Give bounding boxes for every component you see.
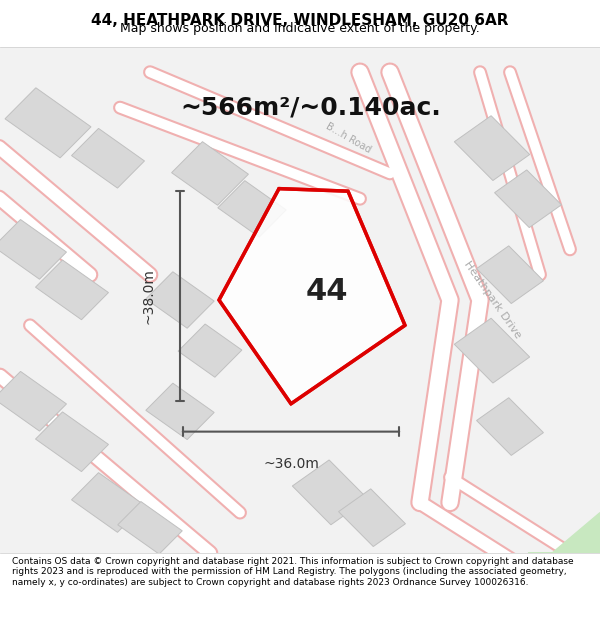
- Polygon shape: [338, 489, 406, 546]
- Text: B…h Road: B…h Road: [323, 121, 373, 155]
- Polygon shape: [178, 324, 242, 378]
- Polygon shape: [0, 371, 67, 431]
- Polygon shape: [172, 142, 248, 205]
- Text: Map shows position and indicative extent of the property.: Map shows position and indicative extent…: [120, 22, 480, 35]
- Polygon shape: [146, 272, 214, 328]
- Text: Heathpark Drive: Heathpark Drive: [461, 259, 523, 341]
- Polygon shape: [146, 383, 214, 439]
- Polygon shape: [118, 501, 182, 554]
- Polygon shape: [218, 181, 286, 237]
- Polygon shape: [494, 170, 562, 227]
- Polygon shape: [454, 116, 530, 181]
- Text: ~566m²/~0.140ac.: ~566m²/~0.140ac.: [180, 96, 441, 119]
- Text: ~36.0m: ~36.0m: [263, 457, 319, 471]
- Text: ~38.0m: ~38.0m: [142, 268, 156, 324]
- Polygon shape: [35, 412, 109, 472]
- Polygon shape: [5, 88, 91, 158]
- Text: 44: 44: [305, 278, 347, 306]
- Polygon shape: [476, 246, 544, 304]
- Polygon shape: [528, 512, 600, 553]
- Text: 44, HEATHPARK DRIVE, WINDLESHAM, GU20 6AR: 44, HEATHPARK DRIVE, WINDLESHAM, GU20 6A…: [91, 13, 509, 28]
- Text: Contains OS data © Crown copyright and database right 2021. This information is : Contains OS data © Crown copyright and d…: [12, 557, 574, 586]
- Polygon shape: [0, 219, 67, 279]
- Polygon shape: [476, 398, 544, 456]
- Polygon shape: [71, 472, 145, 532]
- Polygon shape: [454, 318, 530, 383]
- Polygon shape: [71, 128, 145, 188]
- Polygon shape: [35, 260, 109, 320]
- Polygon shape: [219, 189, 405, 404]
- Polygon shape: [292, 460, 368, 525]
